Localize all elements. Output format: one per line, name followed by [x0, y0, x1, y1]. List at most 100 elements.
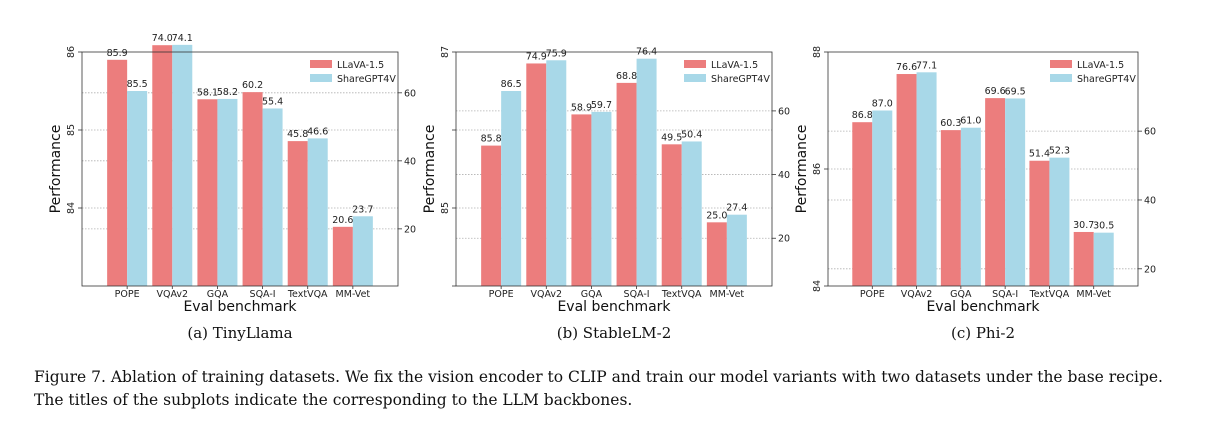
legend-label: ShareGPT4V [1077, 74, 1136, 85]
x-tick-label: POPE [115, 289, 140, 300]
bar-value-label: 58.2 [217, 87, 238, 98]
legend-label: ShareGPT4V [711, 74, 770, 85]
bar-value-label: 87.0 [872, 99, 893, 110]
bar-sharegpt4v-textvqa [1049, 157, 1070, 286]
figure-caption: Figure 7. Ablation of training datasets.… [34, 368, 1163, 409]
bar-llava-1-5-sqa-i [985, 98, 1006, 287]
bar-sharegpt4v-mm-vet [352, 216, 373, 286]
chart-panel-3: 86.8 76.6 60.3 69.6 51.4 30.7 87.0 77.1 61.0 69.5… [794, 46, 1156, 342]
bar-value-label: 58.1 [197, 87, 218, 98]
x-tick-label: GQA [950, 289, 972, 300]
bar-llava-1-5-pope [107, 59, 128, 286]
bar-sharegpt4v-textvqa [681, 141, 702, 286]
bar-sharegpt4v-gqa [591, 111, 612, 286]
bar-value-label: 60.2 [242, 80, 263, 91]
plot-frame [455, 51, 773, 287]
x-tick-label: VQAv2 [901, 289, 933, 300]
bar-value-label: 69.5 [1005, 86, 1026, 97]
x-tick-label: SQA-I [624, 289, 650, 300]
bar-value-label: 55.4 [262, 96, 283, 107]
bar-value-label: 30.7 [1073, 220, 1094, 231]
x-tick-label: POPE [489, 289, 514, 300]
x-axis-label: Eval benchmark [183, 299, 297, 315]
y-axis-label: Performance [48, 125, 64, 214]
left-tick-label: 85 [66, 124, 77, 136]
legend-swatch [1050, 60, 1072, 68]
bar-value-label: 76.6 [896, 62, 917, 73]
legend-swatch [310, 60, 332, 68]
x-tick-label: SQA-I [250, 289, 276, 300]
bar-sharegpt4v-mm-vet [726, 214, 747, 286]
bar-llava-1-5-sqa-i [242, 92, 263, 286]
chart-panel-1: 85.9 74.0 58.1 60.2 45.8 20.6 85.5 74.1 58.2 55.4… [48, 33, 416, 342]
bar-llava-1-5-pope [481, 145, 502, 286]
bar-value-label: 86.8 [852, 110, 873, 121]
bar-value-label: 85.9 [107, 48, 128, 59]
bar-value-label: 51.4 [1029, 149, 1050, 160]
right-tick-label: 40 [778, 170, 790, 181]
bar-value-label: 20.6 [332, 215, 353, 226]
left-tick-label: 84 [812, 280, 823, 292]
legend-label: LLaVA-1.5 [1077, 60, 1124, 71]
x-tick-label: MM-Vet [336, 289, 371, 300]
bar-sharegpt4v-vqav2 [916, 72, 937, 286]
left-tick-label: 86 [66, 46, 77, 58]
bar-llava-1-5-gqa [940, 130, 961, 286]
bar-llava-1-5-textvqa [661, 144, 682, 286]
bar-llava-1-5-vqav2 [526, 63, 547, 286]
charts-figure: 85.9 74.0 58.1 60.2 45.8 20.6 85.5 74.1 58.2 55.4… [48, 33, 1156, 342]
bar-sharegpt4v-gqa [217, 98, 238, 287]
x-tick-label: MM-Vet [710, 289, 745, 300]
bar-sharegpt4v-pope [501, 91, 522, 286]
bar-llava-1-5-textvqa [287, 141, 308, 286]
bar-value-label: 86.5 [501, 79, 522, 90]
bar-value-label: 74.9 [526, 51, 547, 62]
bar-value-label: 49.5 [661, 132, 682, 143]
left-tick-label: 88 [812, 46, 823, 58]
bar-value-label: 50.4 [681, 129, 702, 140]
bar-sharegpt4v-pope [127, 91, 148, 286]
bar-value-label: 74.1 [172, 33, 193, 44]
right-tick-label: 40 [1144, 195, 1156, 206]
x-tick-label: TextVQA [661, 289, 702, 300]
bar-llava-1-5-gqa [197, 99, 218, 287]
bar-value-label: 60.3 [940, 118, 961, 129]
bar-value-label: 23.7 [352, 204, 373, 215]
bar-llava-1-5-gqa [571, 114, 592, 287]
bar-llava-1-5-vqav2 [896, 74, 917, 286]
subplot-title: (b) StableLM-2 [557, 324, 672, 342]
legend-label: LLaVA-1.5 [337, 60, 384, 71]
x-tick-label: GQA [207, 289, 229, 300]
x-tick-label: GQA [581, 289, 603, 300]
bar-llava-1-5-textvqa [1029, 160, 1050, 286]
bar-value-label: 25.0 [706, 210, 727, 221]
plot-frame [81, 51, 399, 287]
bar-llava-1-5-vqav2 [152, 45, 173, 286]
bar-sharegpt4v-vqav2 [172, 44, 193, 286]
bar-sharegpt4v-gqa [960, 127, 981, 287]
right-tick-label: 20 [404, 224, 416, 235]
legend-label: LLaVA-1.5 [711, 60, 758, 71]
right-tick-label: 60 [1144, 127, 1156, 138]
bar-llava-1-5-mm-vet [1073, 231, 1094, 286]
x-tick-label: SQA-I [992, 289, 1018, 300]
right-tick-label: 40 [404, 156, 416, 167]
bar-llava-1-5-mm-vet [706, 222, 727, 286]
x-axis-label: Eval benchmark [557, 299, 671, 315]
bar-llava-1-5-mm-vet [332, 226, 353, 286]
bar-value-label: 59.7 [591, 100, 612, 111]
x-tick-label: VQAv2 [156, 289, 188, 300]
bar-sharegpt4v-pope [872, 110, 893, 286]
right-tick-label: 20 [1144, 264, 1156, 275]
bar-value-label: 58.9 [571, 102, 592, 113]
chart-panel-2: 85.874.958.968.849.525.086.575.959.776.4… [422, 46, 790, 342]
bar-value-label: 46.6 [307, 126, 328, 137]
legend-swatch [684, 60, 706, 68]
bar-value-label: 75.9 [546, 48, 567, 59]
subplot-title: (a) TinyLlama [187, 324, 292, 342]
x-axis-label: Eval benchmark [926, 299, 1040, 315]
bar-value-label: 45.8 [287, 129, 308, 140]
bar-value-label: 52.3 [1049, 146, 1070, 157]
legend-swatch [1050, 74, 1072, 82]
bar-sharegpt4v-sqa-i [262, 108, 283, 286]
